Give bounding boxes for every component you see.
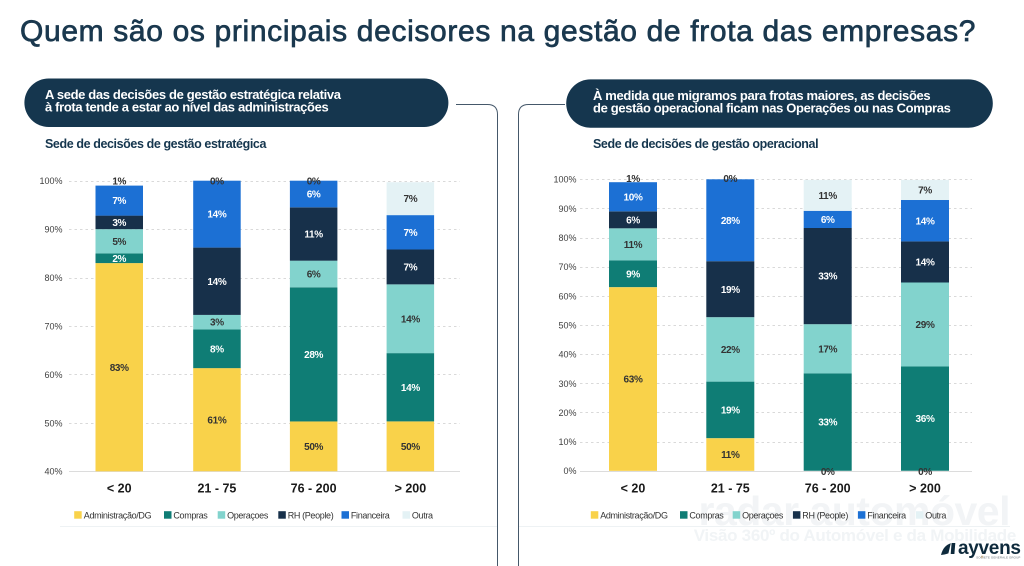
svg-text:40%: 40%: [558, 350, 576, 360]
svg-text:Compras: Compras: [173, 510, 208, 520]
svg-text:28%: 28%: [721, 216, 740, 227]
svg-text:33%: 33%: [818, 418, 837, 429]
svg-text:11%: 11%: [624, 240, 643, 251]
svg-text:20%: 20%: [558, 408, 576, 418]
svg-text:100%: 100%: [553, 175, 576, 185]
svg-text:6%: 6%: [821, 215, 835, 226]
svg-text:7%: 7%: [404, 228, 418, 239]
svg-text:Compras: Compras: [689, 510, 724, 520]
svg-text:1%: 1%: [112, 177, 126, 188]
svg-text:Quem são os principais decisor: Quem são os principais decisores na gest…: [20, 15, 976, 48]
svg-text:Sede de decisões de gestão est: Sede de decisões de gestão estratégica: [45, 137, 267, 151]
svg-text:Sede de decisões de gestão ope: Sede de decisões de gestão operacional: [593, 137, 818, 151]
svg-text:Outra: Outra: [925, 510, 946, 520]
svg-text:100%: 100%: [39, 176, 62, 186]
svg-text:76 - 200: 76 - 200: [291, 482, 337, 496]
svg-text:À medida que migramos para fro: À medida que migramos para frotas maiore…: [593, 88, 930, 103]
svg-text:> 200: > 200: [395, 482, 427, 496]
svg-text:RH (People): RH (People): [288, 510, 334, 520]
svg-text:8%: 8%: [210, 344, 224, 355]
svg-text:SOCIETE GENERALE GROUP: SOCIETE GENERALE GROUP: [976, 555, 1020, 559]
svg-text:ayvens: ayvens: [958, 538, 1021, 559]
svg-text:21 - 75: 21 - 75: [711, 482, 750, 496]
svg-text:6%: 6%: [626, 215, 640, 226]
svg-text:Financeira: Financeira: [867, 510, 906, 520]
svg-text:0%: 0%: [307, 177, 321, 188]
svg-text:17%: 17%: [818, 344, 837, 355]
svg-text:11%: 11%: [818, 191, 837, 202]
svg-text:33%: 33%: [818, 272, 837, 283]
svg-text:> 200: > 200: [909, 482, 941, 496]
svg-text:14%: 14%: [207, 210, 226, 221]
svg-text:11%: 11%: [721, 450, 740, 461]
svg-text:19%: 19%: [721, 406, 740, 417]
svg-text:10%: 10%: [558, 437, 576, 447]
svg-text:3%: 3%: [112, 218, 126, 229]
svg-text:0%: 0%: [821, 467, 835, 478]
svg-text:22%: 22%: [721, 345, 740, 356]
svg-text:0%: 0%: [210, 177, 224, 188]
svg-text:A sede das decisões de gestão: A sede das decisões de gestão estratégic…: [45, 87, 342, 102]
svg-text:Administração/DG: Administração/DG: [84, 510, 152, 520]
svg-text:50%: 50%: [558, 320, 576, 330]
svg-text:< 20: < 20: [621, 482, 646, 496]
svg-text:0%: 0%: [918, 467, 932, 478]
svg-text:70%: 70%: [558, 262, 576, 272]
svg-text:61%: 61%: [207, 415, 226, 426]
svg-text:6%: 6%: [307, 270, 321, 281]
svg-text:11%: 11%: [304, 230, 323, 241]
svg-text:0%: 0%: [723, 174, 737, 185]
svg-text:83%: 83%: [110, 363, 129, 374]
svg-text:3%: 3%: [210, 318, 224, 329]
svg-text:29%: 29%: [916, 320, 935, 331]
svg-text:7%: 7%: [112, 196, 126, 207]
svg-text:50%: 50%: [44, 418, 62, 428]
svg-text:6%: 6%: [307, 190, 321, 201]
svg-text:60%: 60%: [558, 291, 576, 301]
svg-text:14%: 14%: [401, 383, 420, 394]
svg-text:80%: 80%: [558, 233, 576, 243]
svg-text:30%: 30%: [558, 379, 576, 389]
svg-text:80%: 80%: [44, 273, 62, 283]
svg-text:14%: 14%: [401, 314, 420, 325]
svg-text:28%: 28%: [304, 350, 323, 361]
svg-text:7%: 7%: [918, 186, 932, 197]
svg-text:63%: 63%: [624, 375, 643, 386]
svg-text:Outra: Outra: [412, 510, 433, 520]
svg-text:14%: 14%: [916, 216, 935, 227]
svg-text:5%: 5%: [112, 237, 126, 248]
svg-text:à frota tende a estar ao nível: à frota tende a estar ao nível das admin…: [45, 100, 329, 115]
svg-text:40%: 40%: [44, 467, 62, 477]
svg-text:de gestão operacional ficam na: de gestão operacional ficam nas Operaçõe…: [593, 101, 951, 116]
svg-text:90%: 90%: [558, 204, 576, 214]
svg-text:Operaçoes: Operaçoes: [227, 510, 269, 520]
svg-text:RH (People): RH (People): [802, 510, 848, 520]
svg-text:1%: 1%: [626, 174, 640, 185]
svg-text:60%: 60%: [44, 370, 62, 380]
svg-text:Financeira: Financeira: [351, 510, 390, 520]
svg-text:< 20: < 20: [107, 482, 132, 496]
svg-text:7%: 7%: [404, 263, 418, 274]
svg-text:14%: 14%: [207, 277, 226, 288]
svg-text:21 - 75: 21 - 75: [197, 482, 236, 496]
svg-text:0%: 0%: [563, 466, 576, 476]
svg-text:50%: 50%: [304, 442, 323, 453]
svg-text:2%: 2%: [112, 254, 126, 265]
svg-text:19%: 19%: [721, 285, 740, 296]
svg-text:76 - 200: 76 - 200: [805, 482, 851, 496]
svg-text:70%: 70%: [44, 321, 62, 331]
svg-text:Administração/DG: Administração/DG: [600, 510, 668, 520]
svg-text:50%: 50%: [401, 442, 420, 453]
svg-text:90%: 90%: [44, 225, 62, 235]
svg-text:7%: 7%: [404, 194, 418, 205]
svg-text:Visão 360º do Automóvel e da M: Visão 360º do Automóvel e da Mobilidade: [694, 526, 1016, 545]
svg-text:9%: 9%: [626, 269, 640, 280]
svg-text:36%: 36%: [916, 414, 935, 425]
svg-text:10%: 10%: [624, 192, 643, 203]
svg-text:14%: 14%: [916, 258, 935, 269]
svg-text:Operaçoes: Operaçoes: [742, 510, 784, 520]
